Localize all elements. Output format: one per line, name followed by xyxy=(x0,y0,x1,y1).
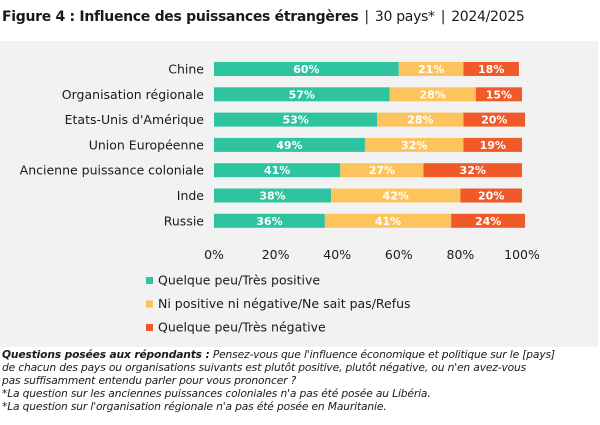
data-label-russie-2: 41% xyxy=(375,215,401,228)
x-tick-label: 40% xyxy=(323,247,351,262)
category-label-chine: Chine xyxy=(168,62,204,77)
bar-segment-russie-1 xyxy=(214,213,325,228)
data-label-russie-1: 36% xyxy=(256,215,282,228)
question-line-3: pas suffisamment entendu parler pour vou… xyxy=(2,374,297,387)
bar-segment-union-europeenne-2 xyxy=(364,137,464,152)
footnote-colonial: *La question sur les anciennes puissance… xyxy=(2,387,431,400)
bar-segment-organisation-regionale-2 xyxy=(389,87,476,102)
data-label-union-europeenne-3: 19% xyxy=(480,139,506,152)
title-separator: | xyxy=(440,9,446,25)
data-label-ancienne-puissance-coloniale-3: 32% xyxy=(460,164,486,177)
data-label-organisation-regionale-3: 15% xyxy=(486,88,512,101)
figure-title: Figure 4 : Influence des puissances étra… xyxy=(2,9,525,25)
data-label-ancienne-puissance-coloniale-2: 27% xyxy=(369,164,395,177)
bar-segment-ancienne-puissance-coloniale-2 xyxy=(340,163,424,178)
bar-segment-organisation-regionale-1 xyxy=(214,87,390,102)
bar-segment-organisation-regionale-3 xyxy=(475,87,522,102)
category-label-inde: Inde xyxy=(177,188,205,203)
category-label-union-europeenne: Union Européenne xyxy=(89,137,205,152)
bar-segment-ancienne-puissance-coloniale-3 xyxy=(423,163,522,178)
bar-segment-etats-unis-d-amerique-2 xyxy=(377,112,464,127)
title-main: Figure 4 : Influence des puissances étra… xyxy=(2,9,359,25)
category-label-organisation-regionale: Organisation régionale xyxy=(62,87,205,102)
question-label: Questions posées aux répondants : xyxy=(2,348,210,361)
x-tick-label: 100% xyxy=(504,247,540,262)
bar-segment-chine-2 xyxy=(398,62,464,76)
bar-segment-inde-1 xyxy=(214,188,332,203)
category-label-etats-unis-d-amerique: Etats-Unis d'Amérique xyxy=(65,112,205,127)
category-label-ancienne-puissance-coloniale: Ancienne puissance coloniale xyxy=(20,163,205,178)
footnote-regional: *La question sur l'organisation régional… xyxy=(2,400,387,413)
data-label-inde-3: 20% xyxy=(478,190,504,203)
data-label-etats-unis-d-amerique-2: 28% xyxy=(407,114,433,127)
data-label-organisation-regionale-1: 57% xyxy=(289,88,315,101)
category-label-russie: Russie xyxy=(164,213,205,228)
notes: Questions posées aux répondants : Pensez… xyxy=(2,348,594,413)
legend-label-3: Quelque peu/Très négative xyxy=(158,320,326,335)
question-line-1: Questions posées aux répondants : Pensez… xyxy=(2,348,594,361)
legend-label-1: Quelque peu/Très positive xyxy=(158,273,320,288)
bar-segment-inde-2 xyxy=(331,188,461,203)
data-label-chine-1: 60% xyxy=(293,63,319,76)
data-label-ancienne-puissance-coloniale-1: 41% xyxy=(264,164,290,177)
data-label-etats-unis-d-amerique-1: 53% xyxy=(282,114,308,127)
data-label-chine-2: 21% xyxy=(418,63,444,76)
bar-segment-etats-unis-d-amerique-3 xyxy=(463,112,526,127)
x-tick-label: 20% xyxy=(262,247,290,262)
question-text: Pensez-vous que l'influence économique e… xyxy=(209,348,555,361)
bar-segment-russie-3 xyxy=(451,213,526,228)
title-period: 2024/2025 xyxy=(451,9,525,25)
legend-swatch-1 xyxy=(146,277,153,284)
data-label-organisation-regionale-2: 28% xyxy=(420,88,446,101)
bar-segment-russie-2 xyxy=(324,213,452,228)
bar-segment-union-europeenne-3 xyxy=(463,137,522,152)
question-line-2: de chacun des pays ou organisations suiv… xyxy=(2,361,527,374)
title-sample: 30 pays* xyxy=(374,9,435,25)
bar-segment-chine-3 xyxy=(463,62,519,76)
bar-segment-etats-unis-d-amerique-1 xyxy=(214,112,378,127)
x-tick-label: 80% xyxy=(447,247,475,262)
data-label-union-europeenne-1: 49% xyxy=(276,139,302,152)
bar-segment-inde-3 xyxy=(460,188,522,203)
bar-segment-chine-1 xyxy=(214,62,399,76)
data-label-chine-3: 18% xyxy=(478,63,504,76)
bar-segment-ancienne-puissance-coloniale-1 xyxy=(214,163,341,178)
x-tick-label: 0% xyxy=(204,247,224,262)
data-label-inde-1: 38% xyxy=(259,190,285,203)
legend-label-2: Ni positive ni négative/Ne sait pas/Refu… xyxy=(158,296,411,311)
legend-swatch-3 xyxy=(146,324,153,331)
data-label-etats-unis-d-amerique-3: 20% xyxy=(481,114,507,127)
data-label-russie-3: 24% xyxy=(475,215,501,228)
bar-segment-union-europeenne-1 xyxy=(214,137,365,152)
data-label-union-europeenne-2: 32% xyxy=(401,139,427,152)
x-tick-label: 60% xyxy=(385,247,413,262)
legend-swatch-2 xyxy=(146,300,153,308)
data-label-inde-2: 42% xyxy=(383,190,409,203)
title-separator: | xyxy=(364,9,369,25)
